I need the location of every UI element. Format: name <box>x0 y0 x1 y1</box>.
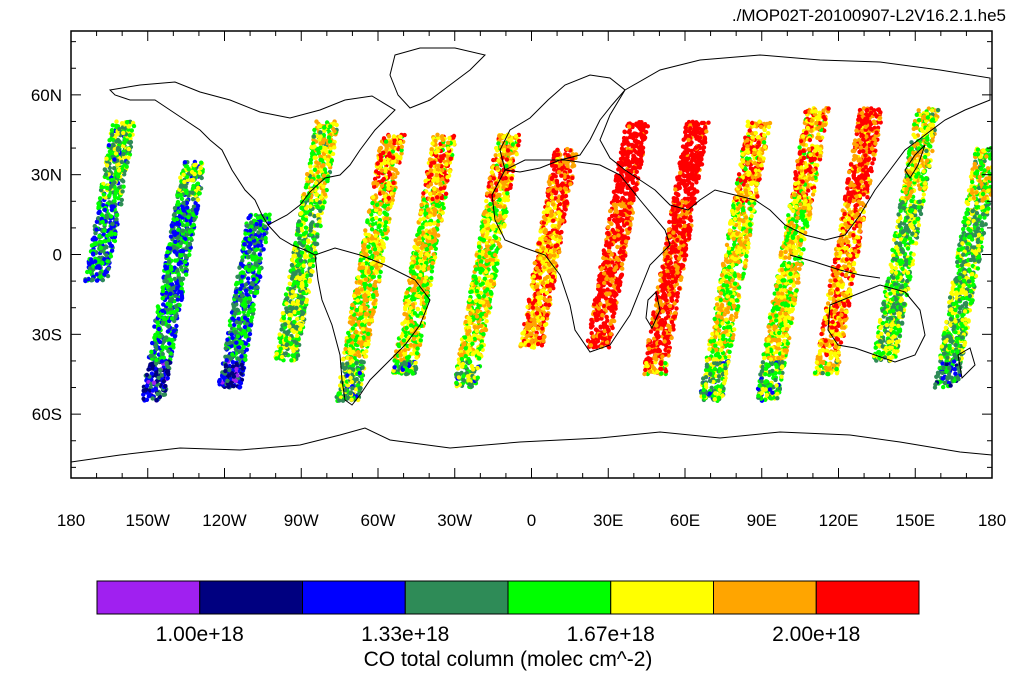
co-swath <box>585 120 650 350</box>
colorbar-label: 1.67e+18 <box>567 623 655 646</box>
coastline-north-america <box>108 81 396 226</box>
coastline-indonesia <box>789 254 881 279</box>
coastline-new-zealand <box>957 347 976 380</box>
coastline-asia <box>599 54 991 241</box>
colorbar-swatch <box>302 580 406 615</box>
lon-tick-label: 120E <box>819 511 859 530</box>
lon-tick-label: 90W <box>284 511 319 530</box>
colorbar-swatch <box>713 580 817 615</box>
co-swath <box>642 119 711 377</box>
lat-tick-label: 30S <box>32 325 62 344</box>
lon-tick-label: 150E <box>895 511 935 530</box>
lon-tick-label: 120W <box>202 511 246 530</box>
coastline-australia <box>827 284 926 363</box>
colorbar-label: 2.00e+18 <box>772 623 860 646</box>
coastline-greenland <box>389 47 486 109</box>
lon-tick-label: 0 <box>527 511 536 530</box>
lon-tick-label: 30E <box>593 511 623 530</box>
colorbar-title: CO total column (molec cm^-2) <box>363 648 653 671</box>
co-swath <box>755 106 831 403</box>
lon-tick-label: 90E <box>747 511 777 530</box>
coastline-japan <box>904 144 926 179</box>
lat-tick-label: 60S <box>32 405 62 424</box>
co-swath <box>518 146 579 350</box>
colorbar-swatch <box>815 580 920 615</box>
lon-tick-label: 180 <box>978 511 1006 530</box>
lat-tick-label: 30N <box>31 166 62 185</box>
lon-tick-label: 60E <box>670 511 700 530</box>
lon-tick-label: 60W <box>361 511 396 530</box>
co-swath <box>273 119 339 363</box>
coastline-africa <box>491 159 671 353</box>
lon-tick-label: 150W <box>126 511 170 530</box>
co-swath <box>391 132 457 377</box>
colorbar-label: 1.00e+18 <box>156 623 244 646</box>
co-swath <box>812 106 883 377</box>
lat-tick-label: 0 <box>53 246 62 265</box>
colorbar-swatch <box>96 580 201 615</box>
co-swath <box>698 119 773 403</box>
coastline-madagascar <box>645 291 661 330</box>
co-swath <box>334 132 407 403</box>
co-swath-layer <box>83 106 992 403</box>
lon-tick-label: 180 <box>57 511 85 530</box>
coastline-central-america <box>267 224 316 256</box>
coastline-antarctica <box>71 427 992 463</box>
lat-tick-label: 60N <box>31 86 62 105</box>
co-swath <box>83 119 137 284</box>
lon-tick-label: 30W <box>437 511 472 530</box>
co-swath <box>141 159 205 403</box>
co-swath <box>453 132 522 390</box>
colorbar-swatch <box>199 580 303 615</box>
colorbar: 1.00e+18 1.33e+18 1.67e+18 2.00e+18 <box>96 580 920 646</box>
colorbar-swatch <box>610 580 714 615</box>
colorbar-swatch <box>507 580 612 615</box>
axis-ticks: 180 150W 120W 90W 60W 30W 0 30E 60E 90E 120E 150E 18… <box>31 31 1006 530</box>
coastlines <box>71 47 992 463</box>
co-swath <box>932 146 992 390</box>
file-title: ./MOP02T-20100907-L2V16.2.1.he5 <box>731 6 1006 25</box>
coastline-south-america <box>314 247 431 406</box>
co-swath <box>871 106 941 364</box>
colorbar-swatch <box>404 580 509 615</box>
colorbar-label: 1.33e+18 <box>361 623 449 646</box>
co-swath <box>217 212 272 390</box>
